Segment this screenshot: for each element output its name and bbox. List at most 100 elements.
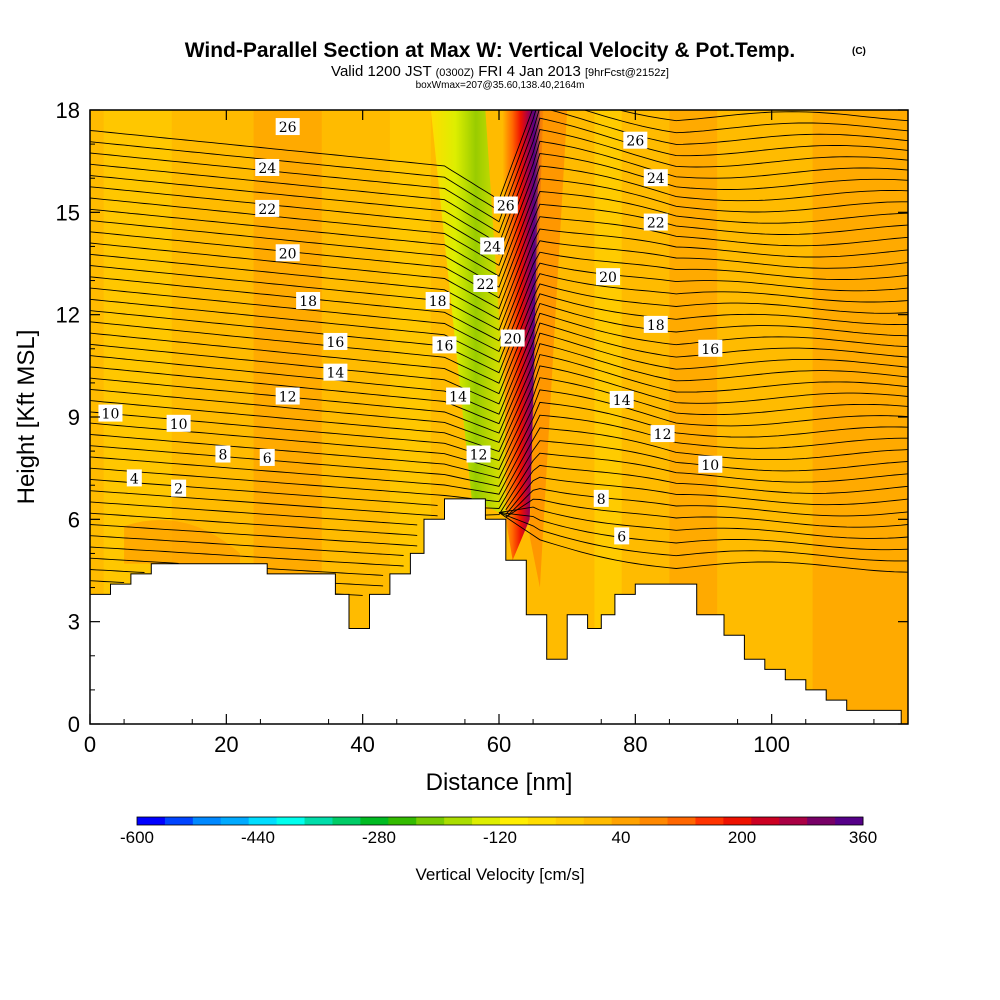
theta-contour-line	[90, 506, 908, 567]
theta-label-box	[323, 363, 348, 381]
theta-label-text: 10	[701, 458, 719, 474]
theta-contour-label: 22	[643, 213, 668, 232]
colorbar-swatch	[639, 817, 669, 825]
colorbar-tick-label: -440	[241, 828, 275, 847]
theta-label-text: 6	[263, 451, 272, 467]
colorbar-swatch	[555, 817, 585, 825]
chart-subtitle: Valid 1200 JST (0300Z) FRI 4 Jan 2013 [9…	[331, 63, 669, 80]
colorbar-swatch	[304, 817, 333, 825]
theta-label-text: 16	[701, 342, 719, 358]
theta-label-text: 10	[170, 417, 188, 433]
theta-label-text: 20	[599, 270, 617, 286]
theta-label-box	[98, 404, 123, 422]
colorbar-swatch	[332, 817, 361, 825]
theta-label-box	[446, 387, 471, 405]
theta-contour-line	[90, 512, 908, 587]
theta-label-text: 2	[174, 482, 183, 498]
colorbar-swatch	[779, 817, 808, 825]
theta-label-text: 4	[130, 471, 139, 487]
colorbar-swatch	[667, 817, 696, 825]
theta-label-box	[275, 244, 300, 262]
theta-label-text: 14	[449, 390, 467, 406]
theta-label-box	[126, 469, 142, 487]
theta-contour-line	[90, 153, 908, 267]
theta-label-box	[296, 292, 321, 310]
plot-area: 2468101012141618202224261816141222242620…	[90, 110, 908, 724]
theta-label-box	[255, 158, 280, 176]
theta-contour-line	[90, 228, 908, 331]
theta-contour-line	[90, 240, 908, 342]
y-tick-label: 18	[56, 98, 80, 123]
theta-contour-label: 20	[275, 244, 300, 262]
theta-contour-label: 26	[275, 118, 300, 136]
theta-label-box	[609, 390, 634, 408]
colorbar-swatch	[835, 817, 864, 825]
theta-contour-label: 24	[255, 158, 280, 177]
theta-label-box	[425, 292, 450, 310]
theta-label-box	[643, 213, 668, 231]
theta-contour-label: 16	[323, 332, 348, 351]
theta-contour-label: 8	[593, 489, 609, 508]
subtitle-date: FRI 4 Jan 2013	[478, 63, 581, 80]
theta-contour-label: 24	[643, 169, 668, 187]
theta-contour-label: 6	[259, 448, 275, 467]
theta-contour-line	[90, 312, 908, 415]
colorbar-swatch	[807, 817, 836, 825]
theta-label-box	[323, 332, 348, 350]
colorbar-swatch	[416, 817, 445, 825]
colorbar-tick-label: 200	[728, 828, 756, 847]
colorbar-swatch	[388, 817, 417, 825]
theta-label-text: 18	[429, 294, 447, 310]
theta-contour-line	[90, 476, 908, 536]
theta-contour-label: 4	[126, 469, 142, 487]
colorbar-swatch	[695, 817, 724, 825]
theta-label-box	[500, 329, 525, 347]
theta-label-text: 16	[436, 338, 454, 354]
theta-contour-line	[90, 178, 908, 288]
theta-contour-label: 10	[166, 414, 191, 433]
colorbar-swatch	[751, 817, 780, 825]
theta-label-text: 24	[647, 171, 665, 187]
axis-ticks: 0 20 40 60 80 100 0 3 6 9 12 15 18	[56, 98, 908, 757]
theta-contour-line	[90, 414, 908, 495]
colorbar-tick-label: -120	[483, 828, 517, 847]
theta-contour-label: 18	[643, 315, 668, 334]
theta-contour-labels: 2468101012141618202224261816141222242620…	[98, 118, 723, 545]
colorbar-swatch	[164, 817, 194, 825]
colorbar-swatch	[444, 817, 473, 825]
theta-contour-line	[90, 216, 908, 321]
theta-label-text: 20	[279, 246, 297, 262]
colorbar-label: Vertical Velocity [cm/s]	[415, 865, 584, 884]
theta-contour-label: 14	[609, 390, 634, 409]
theta-label-box	[480, 237, 505, 255]
theta-label-text: 12	[470, 448, 488, 464]
theta-contour-label: 12	[650, 425, 675, 443]
theta-label-box	[643, 169, 668, 187]
theta-contour-label: 20	[500, 329, 525, 348]
colorbar-swatch	[583, 817, 613, 825]
theta-label-box	[698, 339, 723, 357]
x-tick-label: 20	[214, 732, 238, 757]
theta-contour-label: 10	[98, 404, 123, 423]
colorbar-swatch	[500, 817, 529, 825]
colorbar-tick-label: -600	[120, 828, 154, 847]
theta-label-text: 18	[299, 294, 317, 310]
theta-contour-label: 22	[473, 274, 498, 293]
theta-contour-line	[90, 273, 908, 374]
theta-contour-label: 26	[493, 196, 518, 215]
colorbar-swatch	[527, 817, 557, 825]
colorbar-swatch	[220, 817, 250, 825]
shading-band	[812, 110, 908, 724]
theta-label-box	[171, 479, 187, 497]
theta-contour-line	[90, 302, 908, 405]
theta-label-box	[650, 425, 675, 443]
updraft-fringe	[529, 110, 568, 588]
colorbar-swatch	[276, 817, 306, 825]
theta-contour-line	[90, 165, 908, 277]
theta-contour-line	[90, 464, 908, 526]
y-tick-label: 6	[68, 507, 80, 532]
theta-contour-line	[90, 427, 908, 503]
colorbar-swatch	[248, 817, 278, 825]
theta-label-text: 16	[326, 335, 344, 351]
